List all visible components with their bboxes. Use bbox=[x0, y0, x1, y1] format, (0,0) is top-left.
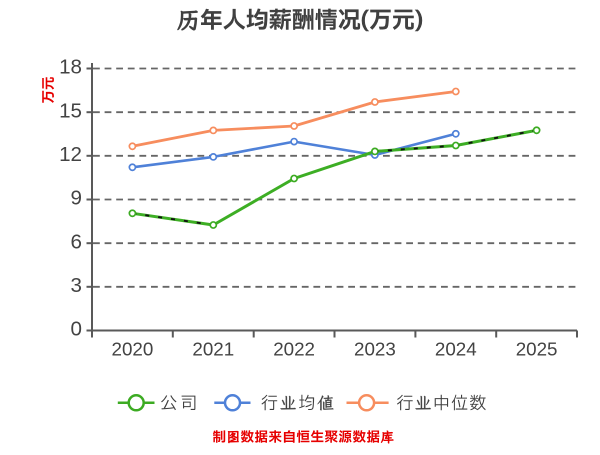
svg-text:2021: 2021 bbox=[192, 338, 234, 359]
svg-text:2020: 2020 bbox=[112, 338, 154, 359]
svg-text:2022: 2022 bbox=[273, 338, 315, 359]
svg-text:2024: 2024 bbox=[435, 338, 477, 359]
svg-text:0: 0 bbox=[71, 318, 82, 341]
svg-text:2025: 2025 bbox=[516, 338, 558, 359]
svg-text:9: 9 bbox=[71, 187, 82, 210]
svg-text:6: 6 bbox=[71, 230, 82, 253]
svg-text:2023: 2023 bbox=[354, 338, 396, 359]
svg-text:3: 3 bbox=[71, 274, 82, 297]
svg-text:12: 12 bbox=[59, 143, 82, 166]
svg-text:18: 18 bbox=[59, 56, 82, 79]
svg-text:15: 15 bbox=[59, 99, 82, 122]
